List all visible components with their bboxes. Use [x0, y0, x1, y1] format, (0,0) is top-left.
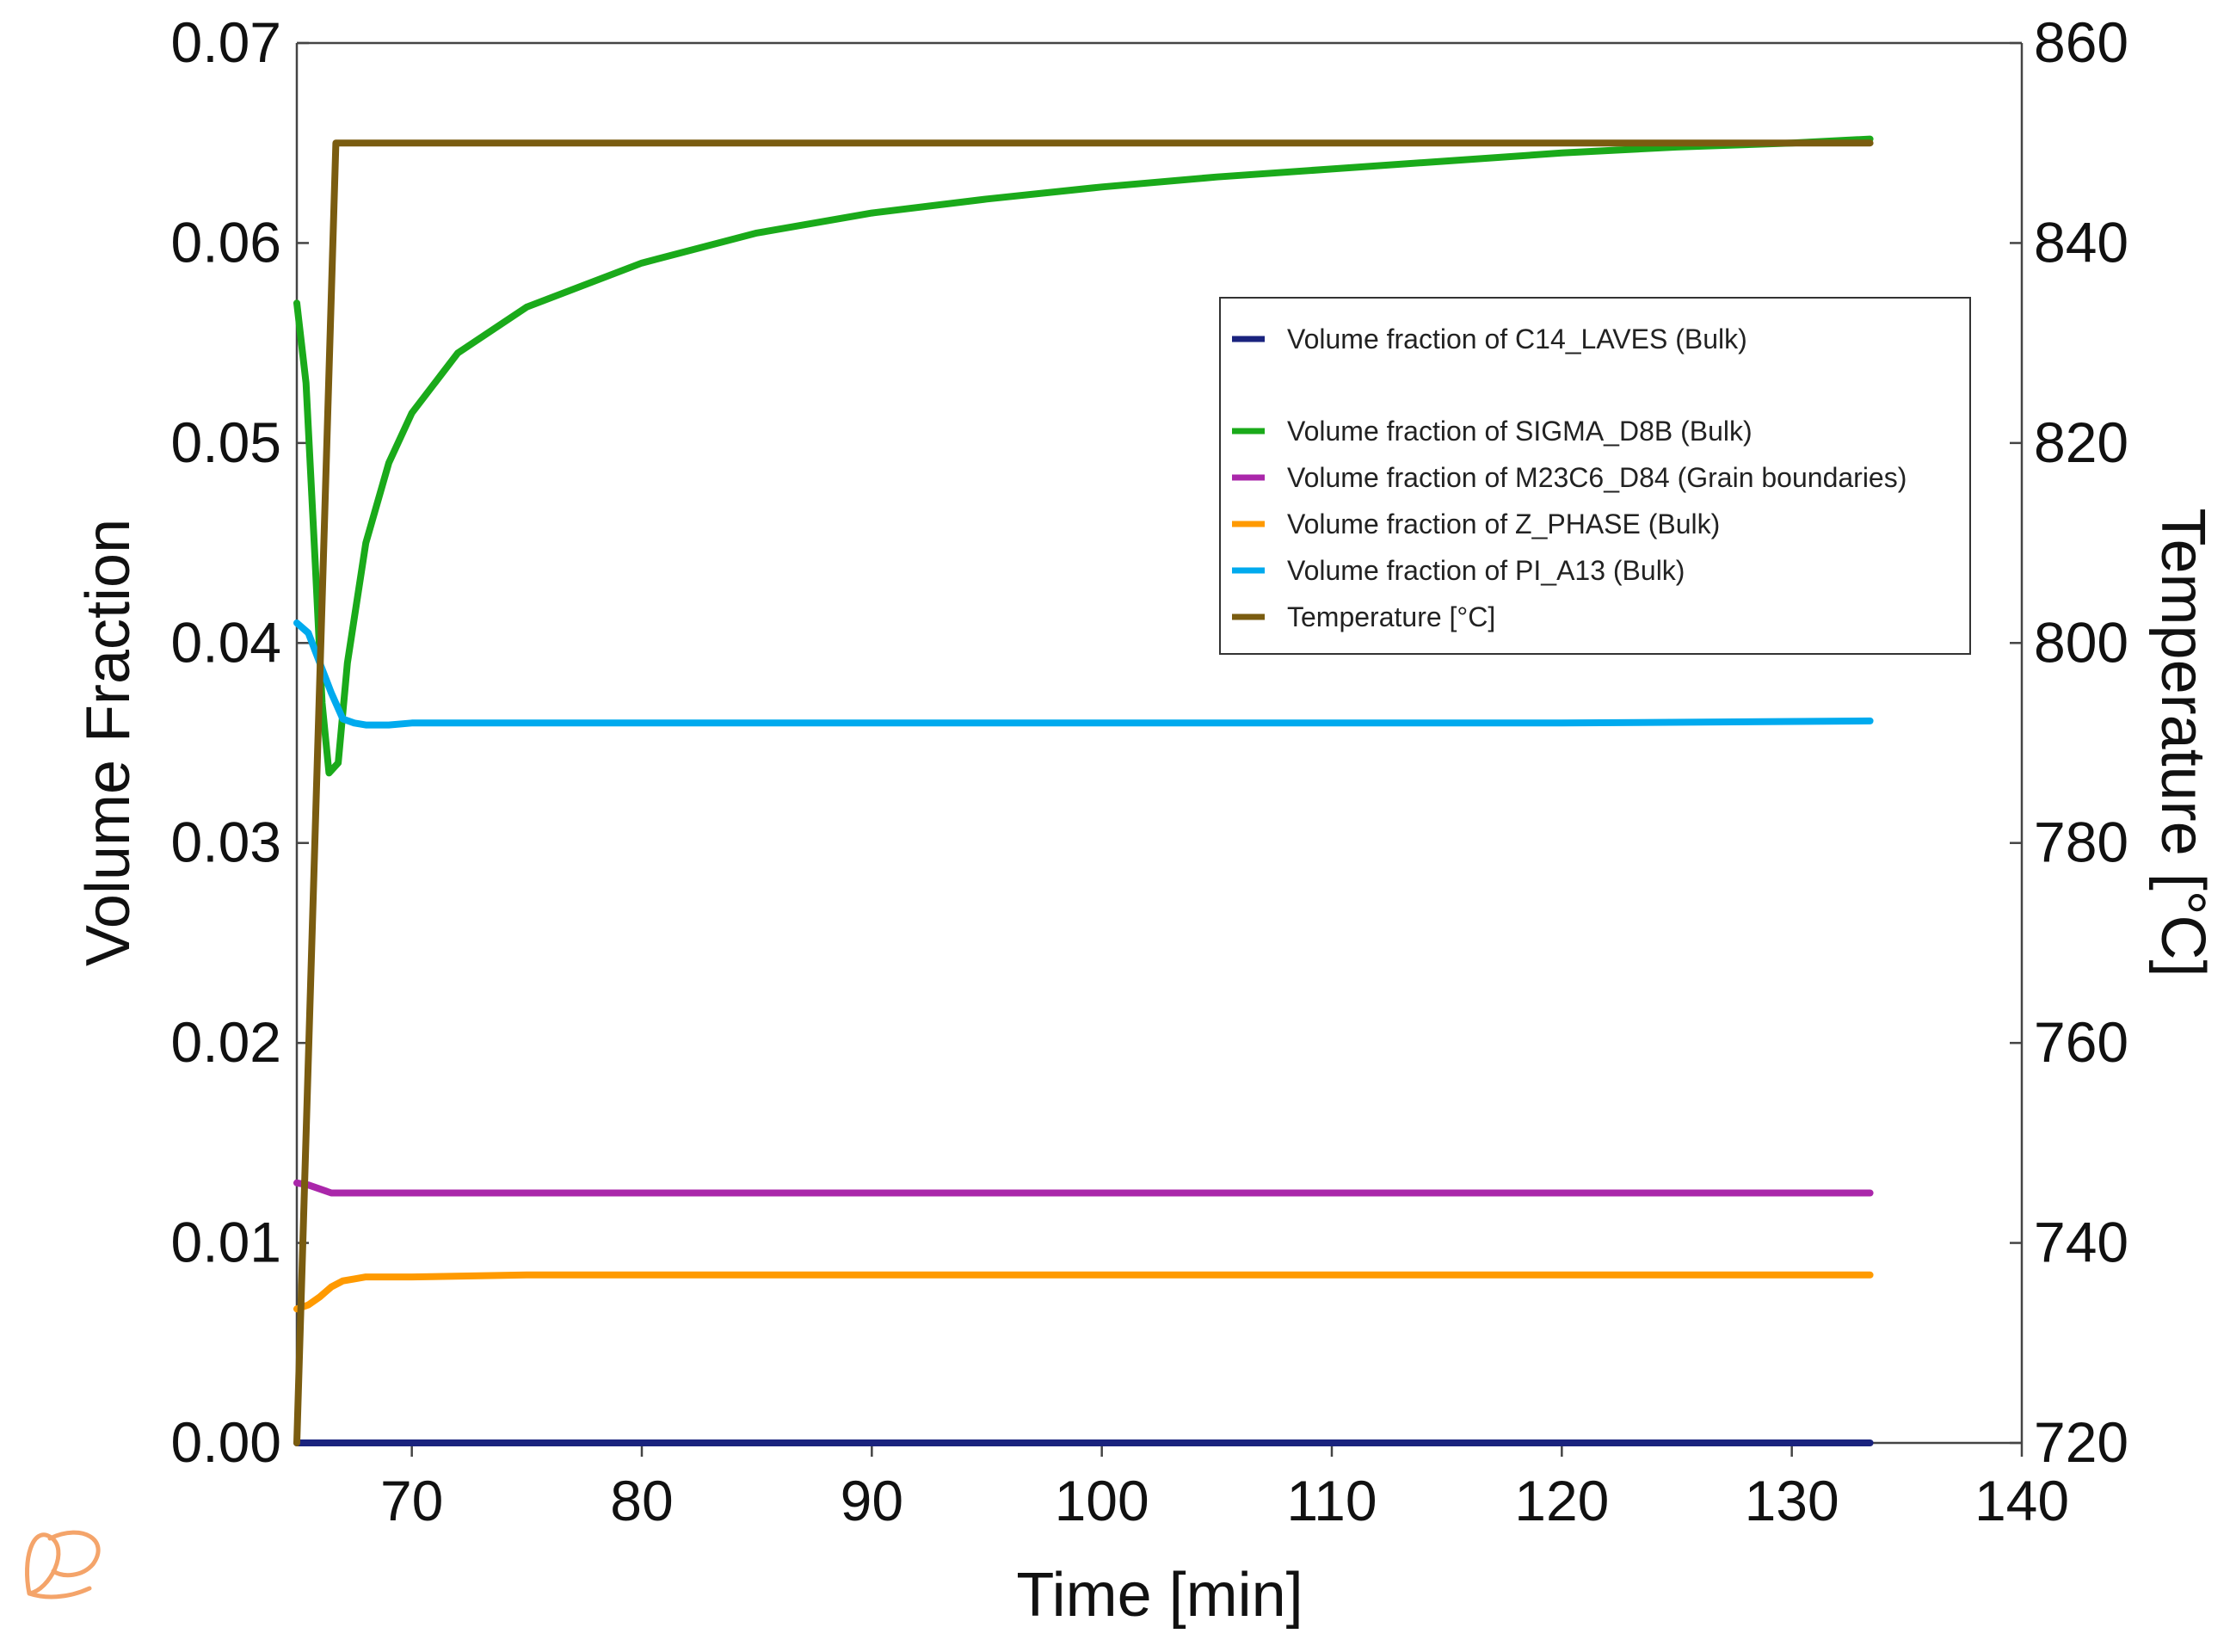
legend-items: Volume fraction of C14_LAVES (Bulk) Volum… — [1232, 324, 1907, 632]
series-line-3 — [293, 1179, 1874, 1197]
y2-tick-label: 720 — [2034, 1410, 2128, 1474]
series-line-4 — [293, 1271, 1874, 1313]
x-tick-label: 140 — [1974, 1469, 2069, 1532]
x-tick-label: 120 — [1514, 1469, 1609, 1532]
legend-label: Volume fraction of SIGMA_D8B (Bulk) — [1287, 416, 1753, 447]
x-tick-label: 100 — [1055, 1469, 1149, 1532]
series-group — [293, 135, 1874, 1446]
y2-tick-label: 740 — [2034, 1211, 2128, 1274]
x-tick-label: 70 — [380, 1469, 443, 1532]
series-line-6 — [293, 139, 1874, 1446]
x-tick-label: 110 — [1286, 1469, 1377, 1532]
y-tick-label: 0.04 — [171, 610, 281, 674]
plot-frame — [295, 41, 2024, 1445]
y-ticks: 0.00 0.01 0.02 0.03 0.04 0.05 0.06 0.07 — [171, 10, 309, 1474]
y-tick-label: 0.06 — [171, 210, 281, 274]
legend-label: Volume fraction of PI_A13 (Bulk) — [1287, 555, 1685, 586]
x-tick-label: 130 — [1745, 1469, 1839, 1532]
y-tick-label: 0.02 — [171, 1010, 281, 1074]
y-tick-label: 0.05 — [171, 410, 281, 474]
y2-tick-label: 820 — [2034, 410, 2128, 474]
x-tick-label: 80 — [610, 1469, 673, 1532]
y2-ticks: 720 740 760 780 800 820 840 860 — [2010, 10, 2128, 1474]
x-axis-title: Time [min] — [1016, 1561, 1303, 1630]
y-tick-label: 0.00 — [171, 1410, 281, 1474]
y2-tick-label: 860 — [2034, 10, 2128, 74]
y2-tick-label: 840 — [2034, 210, 2128, 274]
series-line-5 — [293, 620, 1874, 729]
y2-axis-title: Temperature [°C] — [2148, 509, 2217, 977]
y2-tick-label: 780 — [2034, 811, 2128, 874]
x-tick-label: 90 — [841, 1469, 903, 1532]
y-axis-title: Volume Fraction — [74, 519, 143, 966]
legend-label: Volume fraction of M23C6_D84 (Grain boun… — [1287, 462, 1907, 493]
series-line-2 — [293, 135, 1874, 777]
legend-box — [1219, 297, 1971, 655]
legend-label: Volume fraction of Z_PHASE (Bulk) — [1287, 509, 1720, 539]
legend-label: Temperature [°C] — [1287, 601, 1495, 632]
y-tick-label: 0.07 — [171, 10, 281, 74]
y-tick-label: 0.01 — [171, 1211, 281, 1274]
y-tick-label: 0.03 — [171, 811, 281, 874]
legend-label: Volume fraction of C14_LAVES (Bulk) — [1287, 324, 1747, 354]
y2-tick-label: 760 — [2034, 1010, 2128, 1074]
y2-tick-label: 800 — [2034, 610, 2128, 674]
x-ticks: 70 80 90 100 110 120 130 140 — [380, 1443, 2069, 1532]
legend: Volume fraction of C14_LAVES (Bulk) Volum… — [1219, 297, 1971, 655]
software-logo — [25, 1530, 101, 1600]
